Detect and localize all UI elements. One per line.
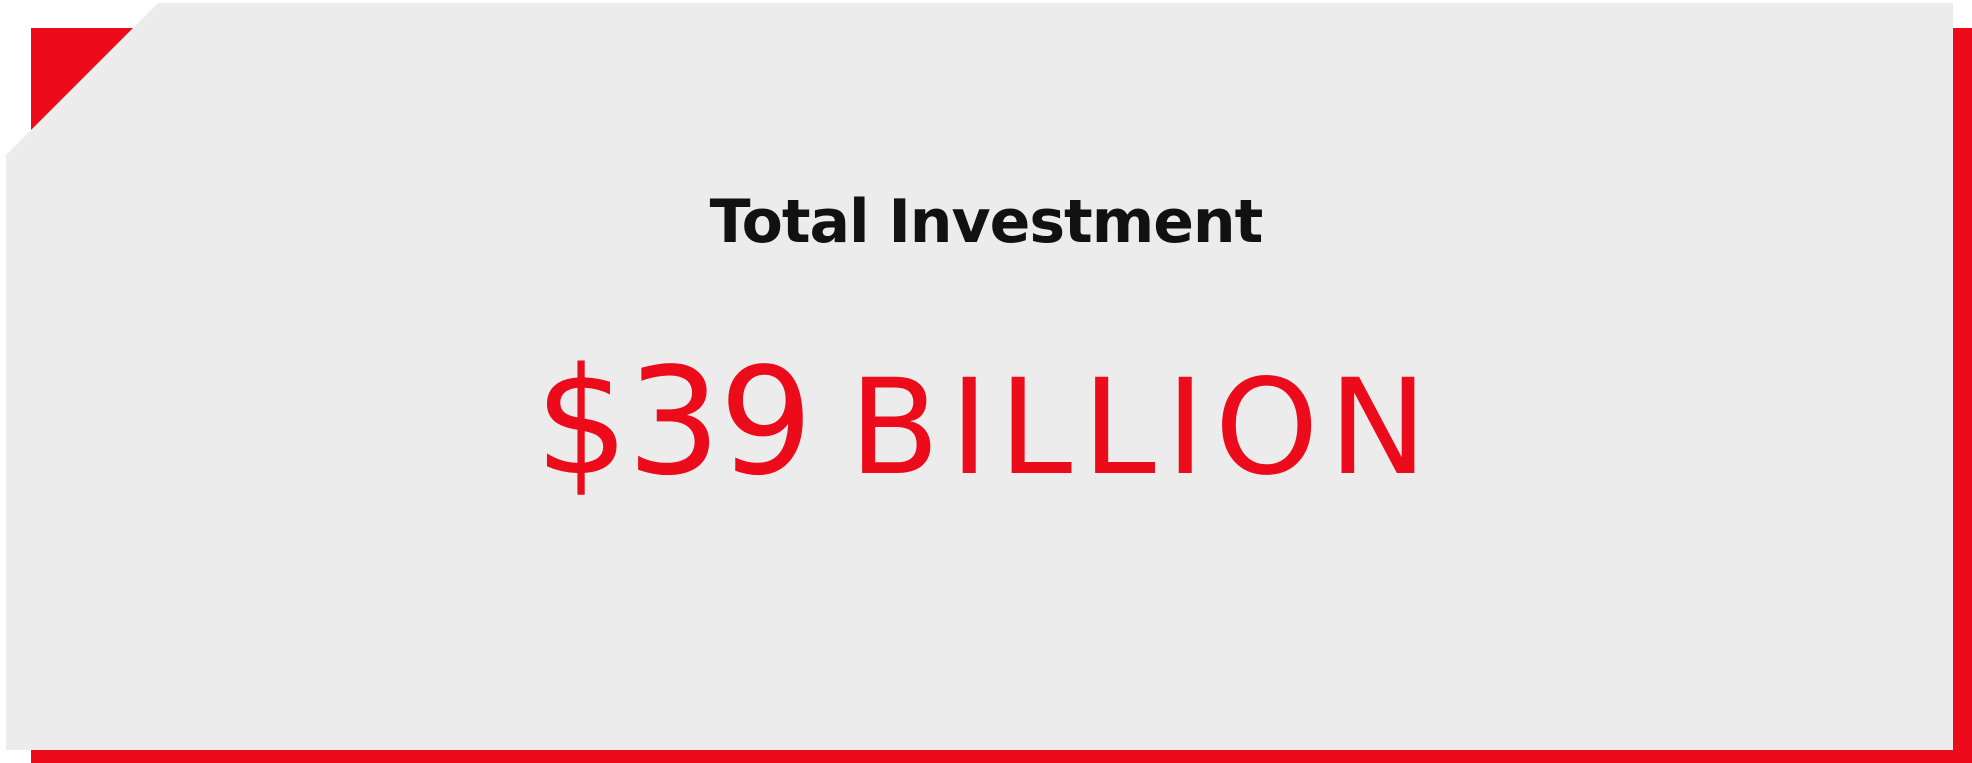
card-title: Total Investment: [709, 187, 1264, 257]
investment-value: $39 BILLION: [0, 348, 1972, 496]
investment-amount: $39: [534, 336, 813, 508]
investment-unit: BILLION: [849, 351, 1438, 505]
card-panel: [6, 3, 1953, 750]
